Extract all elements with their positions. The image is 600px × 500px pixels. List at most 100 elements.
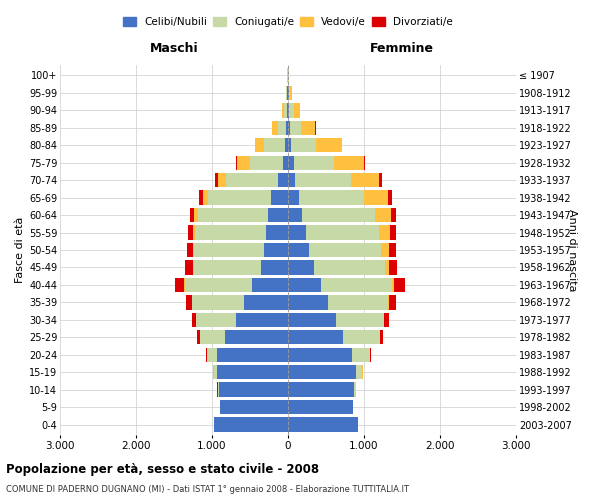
Bar	[354, 382, 356, 397]
Y-axis label: Fasce di età: Fasce di età	[14, 217, 25, 283]
Bar	[316, 138, 341, 152]
Bar	[289, 86, 290, 100]
Bar	[306, 226, 379, 239]
Bar	[185, 278, 251, 292]
Bar	[194, 260, 260, 274]
Bar	[208, 348, 217, 362]
Bar	[184, 278, 185, 292]
Text: COMUNE DI PADERNO DUGNANO (MI) - Dati ISTAT 1° gennaio 2008 - Elaborazione TUTTI: COMUNE DI PADERNO DUGNANO (MI) - Dati IS…	[6, 485, 409, 494]
Bar	[285, 138, 288, 152]
Bar	[175, 278, 184, 292]
Bar	[364, 190, 388, 205]
Bar	[284, 103, 287, 118]
Bar	[287, 103, 288, 118]
Bar	[214, 418, 288, 432]
Bar	[295, 173, 351, 188]
Bar	[286, 86, 287, 100]
Legend: Celibi/Nubili, Coniugati/e, Vedovi/e, Divorziati/e: Celibi/Nubili, Coniugati/e, Vedovi/e, Di…	[121, 14, 455, 29]
Bar	[196, 312, 236, 327]
Bar	[392, 278, 394, 292]
Bar	[287, 86, 288, 100]
Bar	[364, 156, 365, 170]
Bar	[268, 208, 288, 222]
Bar	[288, 226, 306, 239]
Bar	[256, 138, 265, 152]
Bar	[265, 138, 285, 152]
Bar	[379, 226, 390, 239]
Bar	[385, 312, 389, 327]
Bar	[236, 312, 288, 327]
Bar	[272, 120, 278, 135]
Bar	[389, 260, 397, 274]
Bar	[292, 138, 316, 152]
Bar	[288, 190, 299, 205]
Text: Maschi: Maschi	[149, 42, 199, 54]
Bar	[380, 330, 383, 344]
Bar	[385, 260, 389, 274]
Bar	[265, 243, 288, 257]
Bar	[288, 138, 292, 152]
Bar	[293, 103, 300, 118]
Bar	[336, 312, 384, 327]
Bar	[288, 103, 289, 118]
Bar	[288, 208, 302, 222]
Bar	[288, 156, 294, 170]
Bar	[388, 190, 392, 205]
Bar	[391, 208, 396, 222]
Bar	[186, 295, 192, 310]
Bar	[288, 330, 343, 344]
Bar	[288, 382, 354, 397]
Bar	[394, 278, 405, 292]
Bar	[288, 348, 352, 362]
Bar	[334, 156, 364, 170]
Bar	[288, 173, 295, 188]
Bar	[250, 156, 283, 170]
Text: Femmine: Femmine	[370, 42, 434, 54]
Bar	[185, 260, 193, 274]
Bar	[251, 278, 288, 292]
Bar	[217, 348, 288, 362]
Bar	[192, 312, 196, 327]
Bar	[288, 418, 358, 432]
Bar	[328, 295, 388, 310]
Bar	[194, 243, 265, 257]
Bar	[370, 348, 371, 362]
Bar	[288, 365, 356, 380]
Bar	[197, 330, 200, 344]
Bar	[288, 312, 336, 327]
Bar	[283, 103, 284, 118]
Bar	[288, 120, 290, 135]
Bar	[193, 260, 194, 274]
Bar	[379, 173, 382, 188]
Bar	[187, 243, 193, 257]
Bar	[374, 208, 391, 222]
Bar	[288, 260, 314, 274]
Bar	[217, 365, 288, 380]
Bar	[200, 330, 225, 344]
Bar	[288, 243, 308, 257]
Bar	[384, 312, 385, 327]
Bar	[343, 330, 380, 344]
Bar	[206, 348, 207, 362]
Bar	[382, 243, 389, 257]
Bar	[218, 173, 226, 188]
Bar	[350, 173, 379, 188]
Bar	[301, 120, 315, 135]
Bar	[197, 208, 268, 222]
Bar	[214, 365, 217, 380]
Bar	[299, 190, 364, 205]
Bar	[199, 190, 203, 205]
Bar	[283, 156, 288, 170]
Bar	[237, 156, 250, 170]
Bar	[208, 190, 271, 205]
Bar	[356, 365, 362, 380]
Bar	[341, 138, 343, 152]
Bar	[389, 295, 396, 310]
Bar	[286, 120, 288, 135]
Bar	[289, 103, 293, 118]
Bar	[290, 86, 292, 100]
Bar	[192, 295, 244, 310]
Bar	[278, 120, 286, 135]
Bar	[271, 190, 288, 205]
Bar	[193, 226, 195, 239]
